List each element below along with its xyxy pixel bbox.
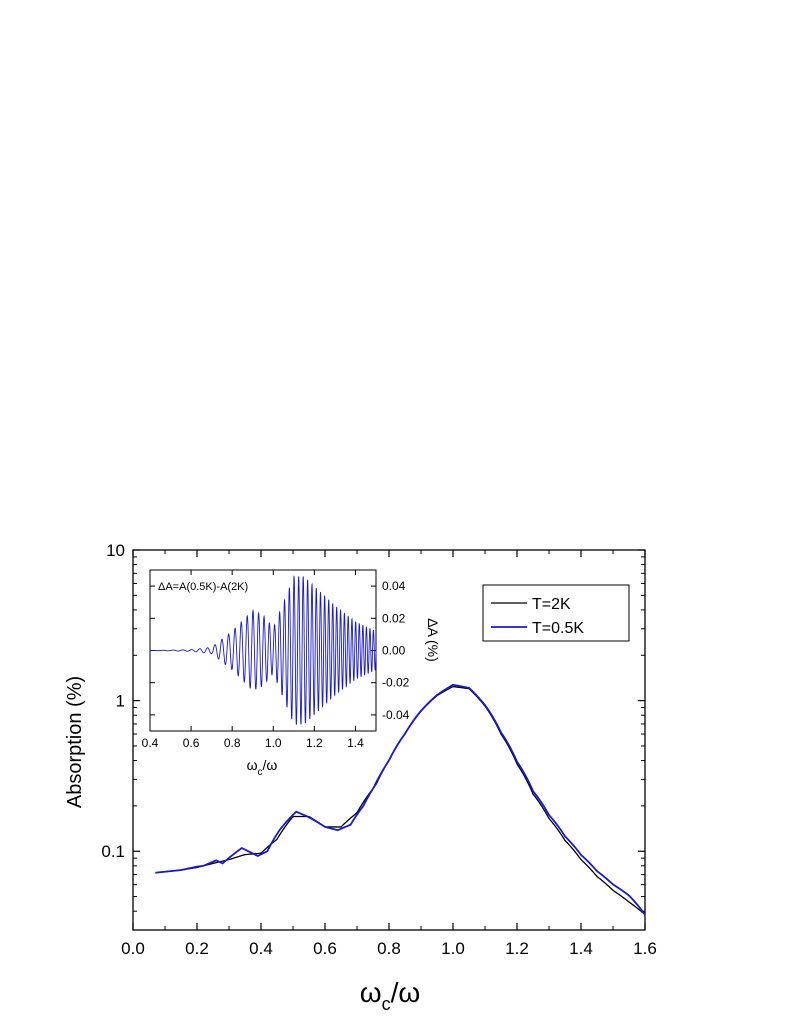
- main-y-tick-label: 10: [106, 541, 125, 560]
- main-x-tick-label: 1.6: [633, 939, 657, 958]
- main-x-tick-label: 0.8: [377, 939, 401, 958]
- main-x-tick-label: 1.2: [505, 939, 529, 958]
- inset-y-tick-label: 0.02: [382, 611, 406, 625]
- main-x-tick-label: 0.0: [121, 939, 145, 958]
- inset-x-axis-label: ωc/ω: [247, 757, 278, 778]
- legend-label-t05k: T=0.5K: [532, 620, 584, 637]
- inset-y-axis-label: ΔA (%): [425, 618, 441, 662]
- main-x-tick-label: 0.2: [185, 939, 209, 958]
- legend-label-t2k: T=2K: [532, 596, 571, 613]
- inset-x-tick-label: 0.6: [183, 736, 200, 750]
- main-x-tick-label: 1.4: [569, 939, 593, 958]
- main-y-axis-label: Absorption (%): [64, 676, 86, 808]
- inset-series-group: [150, 575, 377, 726]
- main-x-tick-label: 0.4: [249, 939, 273, 958]
- series-line-t05k: [155, 683, 646, 916]
- inset-x-tick-label: 0.4: [142, 736, 159, 750]
- inset-x-tick-label: 1.4: [347, 736, 364, 750]
- inset-y-tick-label: -0.04: [382, 708, 410, 722]
- legend-box: [482, 584, 630, 642]
- main-series-group: [155, 683, 646, 916]
- inset-y-ticks: 0.04 0.02 0.00 -0.02 -0.04: [150, 579, 410, 722]
- main-y-tick-label: 1: [116, 692, 125, 711]
- main-x-axis-label: ωc/ω: [360, 977, 421, 1014]
- inset-series-line-delta-a: [150, 575, 377, 726]
- main-x-tick-label: 1.0: [441, 939, 465, 958]
- main-x-ticks: 0.0 0.2 0.4 0.6 0.8 1.0 1.2 1.4 1.6: [121, 550, 657, 958]
- inset-x-tick-label: 1.2: [306, 736, 323, 750]
- inset-y-tick-label: 0.04: [382, 579, 406, 593]
- inset-title: ΔA=A(0.5K)-A(2K): [158, 581, 248, 593]
- inset-y-tick-label: 0.00: [382, 644, 406, 658]
- main-y-ticks: 0.1 1 10: [101, 541, 645, 912]
- inset-x-tick-label: 0.8: [224, 736, 241, 750]
- inset-y-tick-label: -0.02: [382, 676, 410, 690]
- inset-x-ticks: 0.4 0.6 0.8 1.0 1.2 1.4: [142, 570, 364, 750]
- main-x-tick-label: 0.6: [313, 939, 337, 958]
- main-y-tick-label: 0.1: [101, 842, 125, 861]
- inset-x-tick-label: 1.0: [265, 736, 282, 750]
- legend: T=2K T=0.5K: [482, 584, 630, 642]
